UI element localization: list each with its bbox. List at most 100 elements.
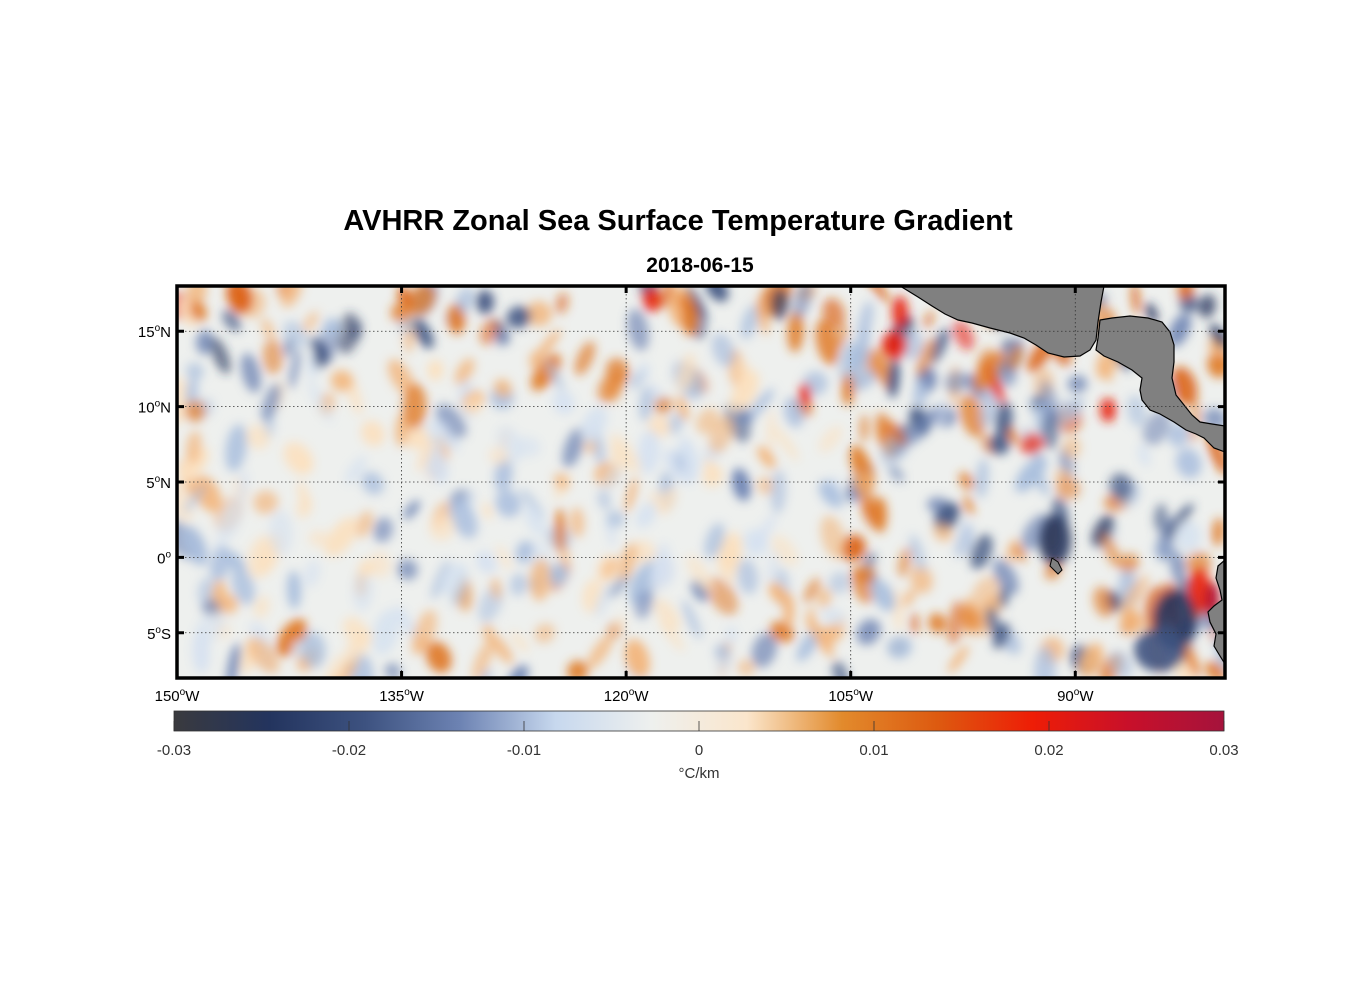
lon-tick-label: 120oW (604, 687, 650, 705)
gradient-feature (185, 286, 207, 307)
gradient-feature (196, 330, 214, 355)
gradient-feature (417, 435, 434, 472)
gradient-feature (705, 286, 729, 302)
gradient-feature (431, 559, 451, 600)
gradient-feature (454, 358, 475, 385)
gradient-feature (936, 397, 946, 428)
colorbar-tick-label: 0.01 (859, 742, 888, 759)
gradient-feature (397, 559, 418, 581)
gradient-feature (597, 371, 625, 404)
gradient-feature (859, 414, 870, 443)
gradient-feature (237, 469, 249, 504)
gradient-feature (861, 500, 878, 530)
gradient-feature (545, 360, 565, 391)
gradient-feature (482, 624, 495, 641)
gradient-feature (907, 406, 940, 445)
gradient-feature (1137, 443, 1151, 467)
gradient-feature (607, 530, 617, 547)
gradient-feature (261, 383, 281, 422)
gradient-feature (286, 570, 302, 610)
lon-tick-label: 90oW (1057, 687, 1094, 705)
gradient-feature (841, 534, 866, 562)
gradient-feature (959, 394, 986, 438)
gradient-feature (953, 320, 975, 351)
gradient-feature (307, 381, 334, 423)
gradient-feature (912, 380, 928, 408)
gradient-feature (601, 465, 622, 490)
gradient-feature (773, 426, 799, 461)
gradient-feature (856, 619, 881, 645)
gradient-feature (624, 639, 650, 678)
gradient-feature (887, 636, 912, 659)
gradient-feature (1168, 313, 1192, 347)
gradient-feature (783, 397, 804, 428)
gradient-feature (510, 631, 529, 653)
gradient-feature (681, 599, 702, 640)
gradient-feature (210, 337, 231, 374)
gradient-feature (714, 643, 731, 661)
gradient-feature (704, 523, 725, 559)
gradient-feature-strong (1100, 398, 1116, 422)
gradient-feature (402, 383, 427, 430)
colorbar-tick-label: 0.02 (1034, 742, 1063, 759)
gradient-feature (1175, 448, 1202, 479)
gradient-feature (352, 570, 374, 611)
gradient-feature (706, 577, 739, 616)
gradient-feature (916, 337, 935, 377)
gradient-feature (971, 576, 1000, 611)
gradient-feature (1164, 503, 1194, 539)
gradient-feature (659, 618, 685, 652)
gradient-feature (815, 319, 839, 366)
gradient-feature (1205, 660, 1224, 678)
colorbar-tick-label: -0.03 (157, 742, 191, 759)
gradient-feature (676, 395, 689, 421)
colorbar-tick-label: -0.01 (507, 742, 541, 759)
gradient-feature (493, 378, 512, 398)
gradient-feature (361, 420, 385, 447)
map-title: AVHRR Zonal Sea Surface Temperature Grad… (343, 205, 1013, 237)
gradient-feature (870, 579, 896, 612)
gradient-feature (240, 353, 261, 393)
gradient-feature (1120, 609, 1143, 634)
gradient-feature (1175, 520, 1202, 552)
gradient-feature (869, 347, 894, 390)
gradient-feature (610, 433, 641, 474)
gradient-feature (818, 480, 844, 508)
gradient-feature-strong (873, 497, 887, 533)
gradient-feature (888, 464, 905, 483)
gradient-feature (1109, 650, 1133, 678)
gradient-feature (606, 510, 625, 528)
gradient-feature (881, 331, 908, 360)
gradient-feature (757, 446, 776, 469)
gradient-feature (547, 563, 568, 586)
gradient-feature (471, 639, 494, 678)
gradient-feature (627, 308, 650, 351)
gradient-feature (676, 352, 696, 393)
gradient-feature (993, 559, 1019, 595)
gradient-feature (384, 662, 401, 678)
gradient-feature (635, 502, 657, 529)
gradient-feature (523, 504, 547, 537)
gradient-feature-strong (1134, 628, 1186, 672)
gradient-feature (1055, 477, 1081, 500)
gradient-feature (177, 447, 209, 482)
gradient-feature (750, 513, 777, 552)
gradient-feature (425, 419, 452, 448)
gradient-feature (569, 507, 585, 538)
gradient-feature (283, 441, 314, 475)
gradient-feature-strong (555, 508, 565, 552)
gradient-feature-strong (476, 290, 494, 314)
gradient-feature (708, 416, 734, 454)
gradient-feature (526, 301, 552, 327)
gradient-feature (737, 659, 756, 677)
gradient-feature (1067, 375, 1088, 393)
gradient-feature (933, 523, 953, 542)
gradient-feature (1062, 436, 1081, 459)
gradient-feature (184, 400, 206, 422)
gradient-feature (944, 371, 968, 394)
gradient-feature (923, 311, 935, 329)
gradient-feature (954, 524, 974, 559)
gradient-feature (851, 565, 876, 583)
gradient-feature (975, 458, 989, 499)
gradient-feature (358, 559, 375, 577)
